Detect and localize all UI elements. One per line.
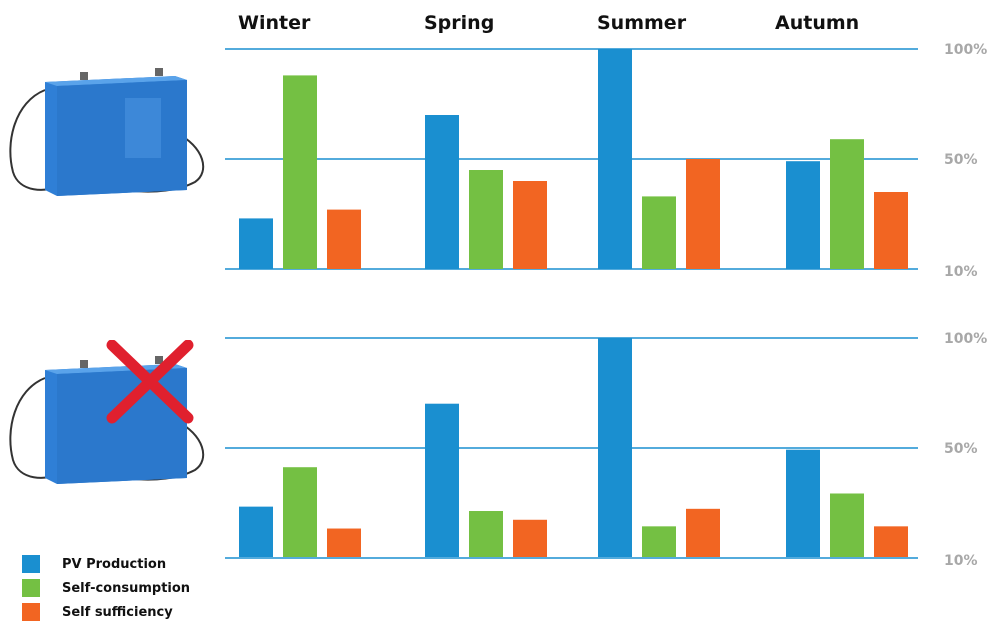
bar-self-sufficiency <box>874 526 908 557</box>
legend-label: Self-consumption <box>62 580 191 596</box>
bar-self-sufficiency <box>513 181 547 269</box>
bar-self-sufficiency <box>513 519 547 557</box>
y-tick-label: 10% <box>944 264 978 280</box>
legend-swatch <box>22 579 40 597</box>
bar-self-consumption <box>830 493 864 557</box>
battery-icon <box>9 68 205 196</box>
bar-pv-production <box>598 49 632 269</box>
y-tick-label: 10% <box>944 553 978 569</box>
bar-self-consumption <box>642 196 676 269</box>
season-label: Autumn <box>775 12 859 34</box>
bar-pv-production <box>786 161 820 269</box>
season-label: Winter <box>238 12 311 34</box>
battery-crossed-icon <box>9 340 205 484</box>
bar-pv-production <box>786 449 820 557</box>
y-tick-label: 100% <box>944 42 987 58</box>
bar-pv-production <box>425 403 459 557</box>
legend-item-self-consumption: Self-consumption <box>22 576 190 600</box>
bar-self-sufficiency <box>686 508 720 557</box>
y-tick-label: 100% <box>944 331 987 347</box>
bar-self-sufficiency <box>874 192 908 269</box>
bar-self-consumption <box>283 75 317 270</box>
legend-label: Self sufficiency <box>62 604 173 620</box>
season-label: Summer <box>597 12 687 34</box>
legend-item-pv-production: PV Production <box>22 552 190 576</box>
chart-legend: PV Production Self-consumption Self suff… <box>22 552 190 624</box>
bar-self-sufficiency <box>327 209 361 269</box>
bar-self-consumption <box>469 170 503 269</box>
bar-self-consumption <box>469 511 503 557</box>
legend-label: PV Production <box>62 556 167 572</box>
bar-pv-production <box>239 218 273 269</box>
bar-pv-production <box>598 338 632 557</box>
legend-item-self-sufficiency: Self sufficiency <box>22 600 190 624</box>
bar-pv-production <box>239 506 273 557</box>
y-tick-label: 50% <box>944 152 978 168</box>
season-label: Spring <box>424 12 494 34</box>
legend-swatch <box>22 603 40 621</box>
bar-self-sufficiency <box>327 528 361 557</box>
bar-pv-production <box>425 115 459 269</box>
legend-swatch <box>22 555 40 573</box>
bar-self-consumption <box>283 467 317 557</box>
bar-self-consumption <box>642 526 676 557</box>
bar-self-consumption <box>830 139 864 269</box>
y-tick-label: 50% <box>944 441 978 457</box>
bar-self-sufficiency <box>686 159 720 269</box>
